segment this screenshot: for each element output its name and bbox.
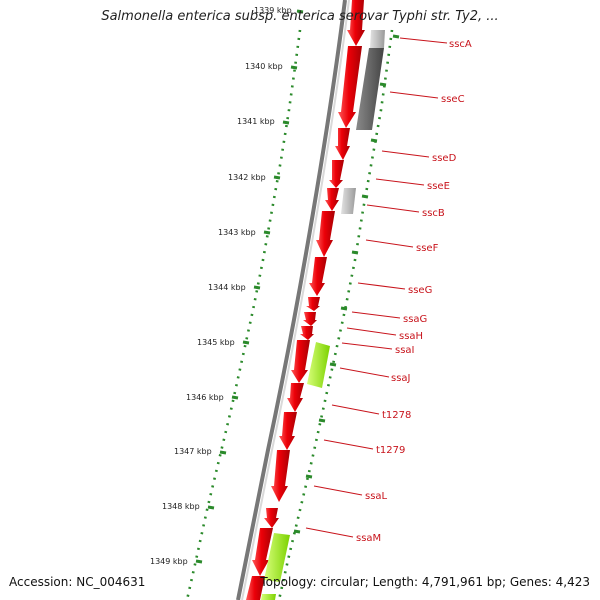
tick-label-1340: 1340 kbp: [245, 62, 283, 71]
tick-label-1346: 1346 kbp: [186, 393, 224, 402]
gene-label-sseF[interactable]: sseF: [416, 243, 439, 254]
gene-arrow[interactable]: [252, 528, 273, 576]
pseudogene-block[interactable]: [356, 48, 384, 130]
gene-label-sseD[interactable]: sseD: [432, 153, 457, 164]
inner-ruler-track: [277, 29, 394, 600]
label-leader-lines: [305, 37, 448, 538]
feature-block-green[interactable]: [264, 533, 290, 582]
feature-block-green[interactable]: [261, 594, 276, 600]
gene-arrow[interactable]: [338, 46, 362, 128]
gene-label-ssaG[interactable]: ssaG: [403, 314, 427, 325]
gene-label-ssaI[interactable]: ssaI: [395, 345, 415, 356]
gene-arrow[interactable]: [303, 312, 317, 326]
gene-label-ssaH[interactable]: ssaH: [399, 331, 423, 342]
map-title: Salmonella enterica subsp. enterica sero…: [101, 9, 499, 24]
scale-tick-marks: [195, 9, 304, 564]
tick-label-1347: 1347 kbp: [174, 447, 212, 456]
gene-label-sseG[interactable]: sseG: [408, 285, 432, 296]
outer-ruler-track: [185, 29, 302, 600]
other-features: [261, 30, 385, 600]
topology-text: Topology: circular; Length: 4,791,961 bp…: [260, 575, 590, 589]
inner-tick-marks: [293, 34, 400, 534]
gene-arrow[interactable]: [306, 297, 320, 311]
gene-arrow[interactable]: [335, 128, 350, 160]
gene-arrow[interactable]: [287, 383, 304, 412]
gene-label-sscA[interactable]: sscA: [449, 39, 472, 50]
feature-block-green[interactable]: [307, 342, 330, 388]
gene-arrow[interactable]: [291, 340, 310, 383]
gene-arrow[interactable]: [300, 326, 314, 340]
gene-label-ssaM[interactable]: ssaM: [356, 533, 381, 544]
tick-label-1339: 1339 kbp: [254, 6, 292, 15]
accession-text: Accession: NC_004631: [9, 575, 146, 589]
gene-arrow[interactable]: [264, 508, 279, 528]
tick-label-1344: 1344 kbp: [208, 283, 246, 292]
tick-label-1349: 1349 kbp: [150, 557, 188, 566]
gene-arrow[interactable]: [309, 257, 327, 296]
backbone-line: [236, 0, 347, 600]
tick-label-1343: 1343 kbp: [218, 228, 256, 237]
tick-label-1348: 1348 kbp: [162, 502, 200, 511]
gene-label-t1278[interactable]: t1278: [382, 410, 411, 421]
gene-label-ssaJ[interactable]: ssaJ: [391, 373, 411, 384]
gene-arrow[interactable]: [271, 450, 290, 502]
tick-label-1342: 1342 kbp: [228, 173, 266, 182]
tick-label-1341: 1341 kbp: [237, 117, 275, 126]
tick-label-1345: 1345 kbp: [197, 338, 235, 347]
gene-arrow[interactable]: [246, 576, 265, 600]
gene-label-sseC[interactable]: sseC: [441, 94, 465, 105]
gene-arrow[interactable]: [316, 211, 335, 257]
gene-label-t1279[interactable]: t1279: [376, 445, 405, 456]
scale-labels: 1339 kbp 1340 kbp 1341 kbp 1342 kbp 1343…: [150, 6, 292, 566]
forward-strand-genes: [246, 0, 365, 600]
gene-arrow[interactable]: [279, 412, 297, 450]
gene-arrow[interactable]: [347, 0, 365, 46]
gene-arrow[interactable]: [325, 188, 339, 211]
pseudogene-block[interactable]: [341, 188, 356, 214]
backbone-shadow-line: [241, 0, 350, 600]
gene-label-sscB[interactable]: sscB: [422, 208, 445, 219]
gene-labels: sscA sseC sseD sseE sscB sseF sseG ssaG …: [356, 39, 472, 544]
gene-label-ssaL[interactable]: ssaL: [365, 491, 388, 502]
gene-label-sseE[interactable]: sseE: [427, 181, 450, 192]
gene-arrow[interactable]: [329, 160, 344, 188]
pseudogene-block[interactable]: [370, 30, 385, 48]
